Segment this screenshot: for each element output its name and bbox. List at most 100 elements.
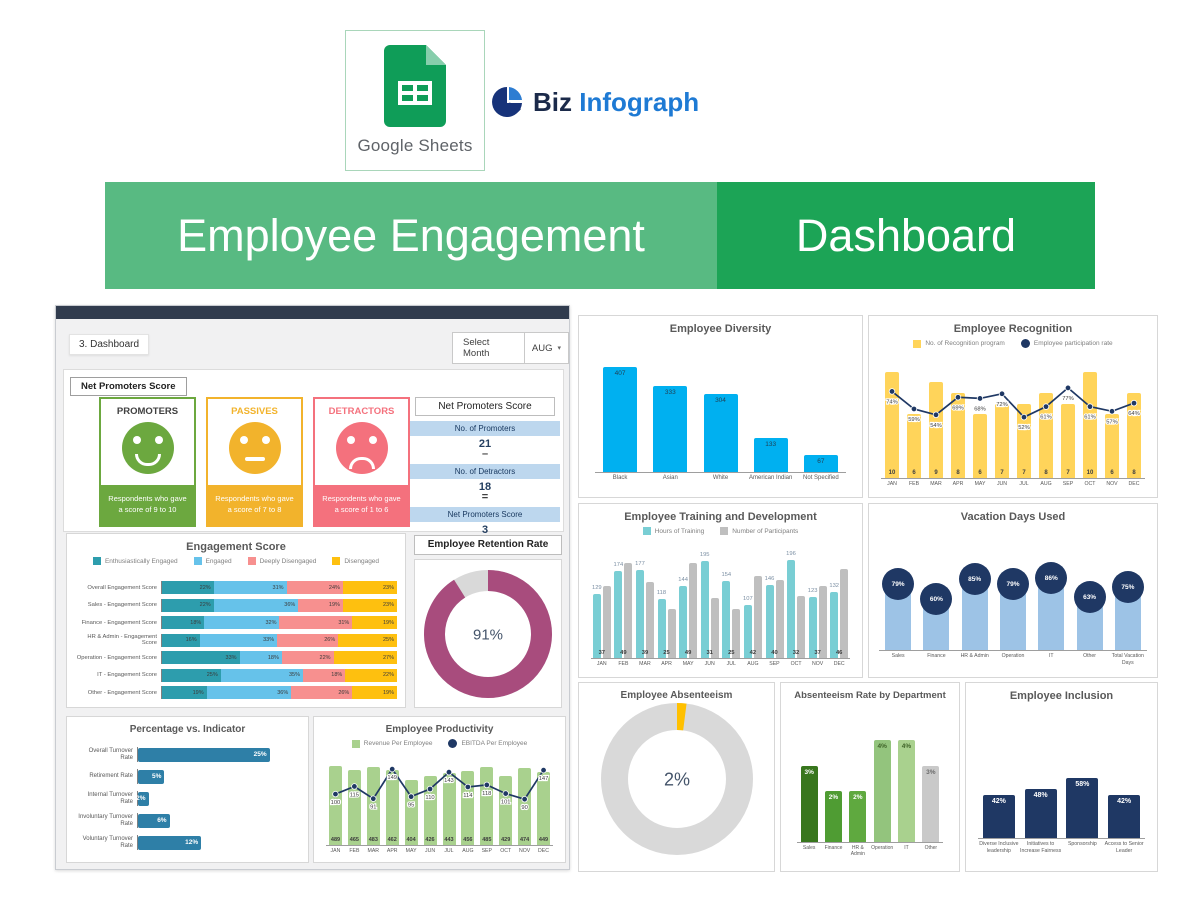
- legend-square-marker: [247, 557, 256, 565]
- chart-title: Engagement Score: [186, 541, 286, 553]
- participants-value-label: 49: [620, 650, 627, 656]
- bar-segment: 36%: [206, 686, 292, 699]
- training-development-chart: Employee Training and Development Hours …: [578, 503, 863, 678]
- line-point-label: 149: [387, 775, 397, 781]
- nps-card-title: PROMOTERS: [116, 406, 179, 417]
- participants-value-label: 39: [641, 650, 649, 656]
- hbar-row: Overall Turnover Rate 25%: [75, 747, 296, 762]
- hours-value-label: 195: [699, 552, 710, 558]
- line-point-label: 68%: [974, 406, 986, 412]
- chart-title: Employee Absenteeism: [620, 690, 733, 701]
- chart-title: Vacation Days Used: [960, 511, 1066, 523]
- row-category-label: Overall Turnover Rate: [88, 747, 133, 761]
- line-marker: [540, 766, 547, 774]
- nps-row-value: 21: [478, 438, 492, 450]
- x-axis-label: DEC: [1128, 481, 1140, 487]
- legend-square-marker: [642, 527, 651, 535]
- line-point-label: 69%: [952, 405, 964, 411]
- bar: 6: [1105, 414, 1119, 478]
- bar: 333: [653, 386, 688, 472]
- bar: 429: [499, 776, 513, 845]
- legend-label: Enthusiastically Engaged: [104, 557, 178, 565]
- bar: 2%: [849, 791, 867, 842]
- row-category-label: Other - Engagement Score: [87, 689, 157, 696]
- stacked-bar-track: 19% 36% 26% 19%: [161, 686, 397, 699]
- chart-title: Absenteeism Rate by Department: [794, 690, 946, 701]
- bar-segment: 22%: [162, 598, 214, 612]
- row-category-label: Operation - Engagement Score: [76, 654, 157, 661]
- bar-participants: [710, 598, 719, 658]
- bar-segment: 18%: [239, 651, 282, 664]
- eye: [261, 436, 270, 444]
- bar-value-label: 404: [406, 837, 416, 843]
- hours-value-label: 177: [635, 561, 645, 567]
- row-category-label: Finance - Engagement Score: [81, 619, 157, 626]
- chart-plot: Overall Engagement Score 22% 31% 24% 23% Sale…: [75, 581, 397, 699]
- bar-value-label: 333: [664, 389, 676, 396]
- bar: 6: [973, 414, 987, 478]
- donut-chart: 91%: [424, 569, 552, 698]
- chart-plot: 42% 48% 58% 42% Diverse Inclusive leadership…: [978, 730, 1145, 854]
- hbar-row: Involuntary Turnover Rate 6%: [75, 813, 296, 828]
- bar-participants: [818, 586, 827, 658]
- participants-value-label: 49: [684, 650, 692, 656]
- bar-value-label: 8: [1132, 470, 1136, 476]
- x-axis-label: JAN: [887, 481, 897, 487]
- participants-value-label: 40: [771, 650, 778, 656]
- bar-hours: [614, 571, 623, 658]
- x-axis-label: American Indian: [749, 475, 793, 481]
- chart-legend: Hours of Training Number of Participants: [579, 527, 862, 535]
- chart-title: Employee Productivity: [385, 724, 494, 735]
- line-marker: [976, 395, 984, 402]
- mouth: [244, 457, 265, 461]
- x-axis-label: Other: [924, 845, 938, 851]
- bar-value-label: 6: [1110, 470, 1114, 476]
- bar-segment: 18%: [162, 616, 205, 629]
- x-axis-label: SEP: [769, 661, 780, 667]
- chart-plot: 10 6 9 8 6 7 7 8 7 10 6 8 JAN FEB MAR APR MAY JUN JUL AUG SE…: [881, 361, 1145, 487]
- x-axis-label: Sponsorship: [1067, 841, 1097, 847]
- badge-circle: 79%: [882, 568, 915, 600]
- legend-circle-marker: [1020, 339, 1030, 348]
- bar: 48%: [1024, 789, 1057, 838]
- tab-dashboard[interactable]: 3. Dashboard: [69, 334, 150, 355]
- chart-title: Employee Training and Development: [624, 511, 817, 523]
- x-axis-label: APR: [386, 848, 398, 854]
- participants-value-label: 25: [663, 650, 670, 656]
- bar-participants: [732, 609, 741, 658]
- bar: 8: [1127, 393, 1141, 478]
- x-axis-label: Diverse Inclusive leadership: [979, 841, 1019, 854]
- bar-hours: [808, 597, 817, 658]
- bar-segment: 27%: [333, 651, 397, 664]
- line-point-label: 61%: [1040, 415, 1052, 421]
- hours-value-label: 146: [764, 576, 775, 582]
- hours-value-label: 118: [656, 590, 667, 596]
- nps-card-title: DETRACTORS: [328, 406, 395, 417]
- x-axis-label: JUL: [726, 661, 736, 667]
- line-marker: [521, 795, 528, 803]
- bar-value-label: 304: [715, 397, 726, 404]
- line-point-label: 95: [408, 803, 414, 809]
- bar-value-label: 489: [330, 837, 341, 843]
- x-axis-label: MAY: [405, 848, 417, 854]
- line-point-label: 115: [350, 792, 359, 798]
- bar-segment: 19%: [298, 598, 343, 612]
- line-marker: [998, 390, 1006, 397]
- badge-circle: 85%: [958, 563, 991, 595]
- line-point-label: 64%: [1128, 411, 1140, 417]
- badge-circle: 63%: [1073, 581, 1106, 613]
- month-dropdown[interactable]: AUG ▾: [524, 332, 569, 364]
- x-axis-label: White: [712, 475, 729, 481]
- line-point-label: 91: [370, 805, 376, 811]
- line-point-label: 90: [521, 805, 527, 811]
- google-sheets-label: Google Sheets: [357, 136, 473, 155]
- hours-value-label: 196: [786, 551, 796, 557]
- row-category-label: Overall Engagement Score: [87, 584, 157, 591]
- pie-chart-icon: [492, 87, 522, 117]
- bar-segment: 19%: [352, 616, 397, 629]
- bar-participants: [689, 563, 698, 658]
- legend-item: No. of Recognition program: [913, 339, 1005, 348]
- bar-segment: 23%: [342, 581, 397, 594]
- legend-label: EBITDA Per Employee: [461, 740, 528, 747]
- hours-value-label: 154: [721, 572, 732, 578]
